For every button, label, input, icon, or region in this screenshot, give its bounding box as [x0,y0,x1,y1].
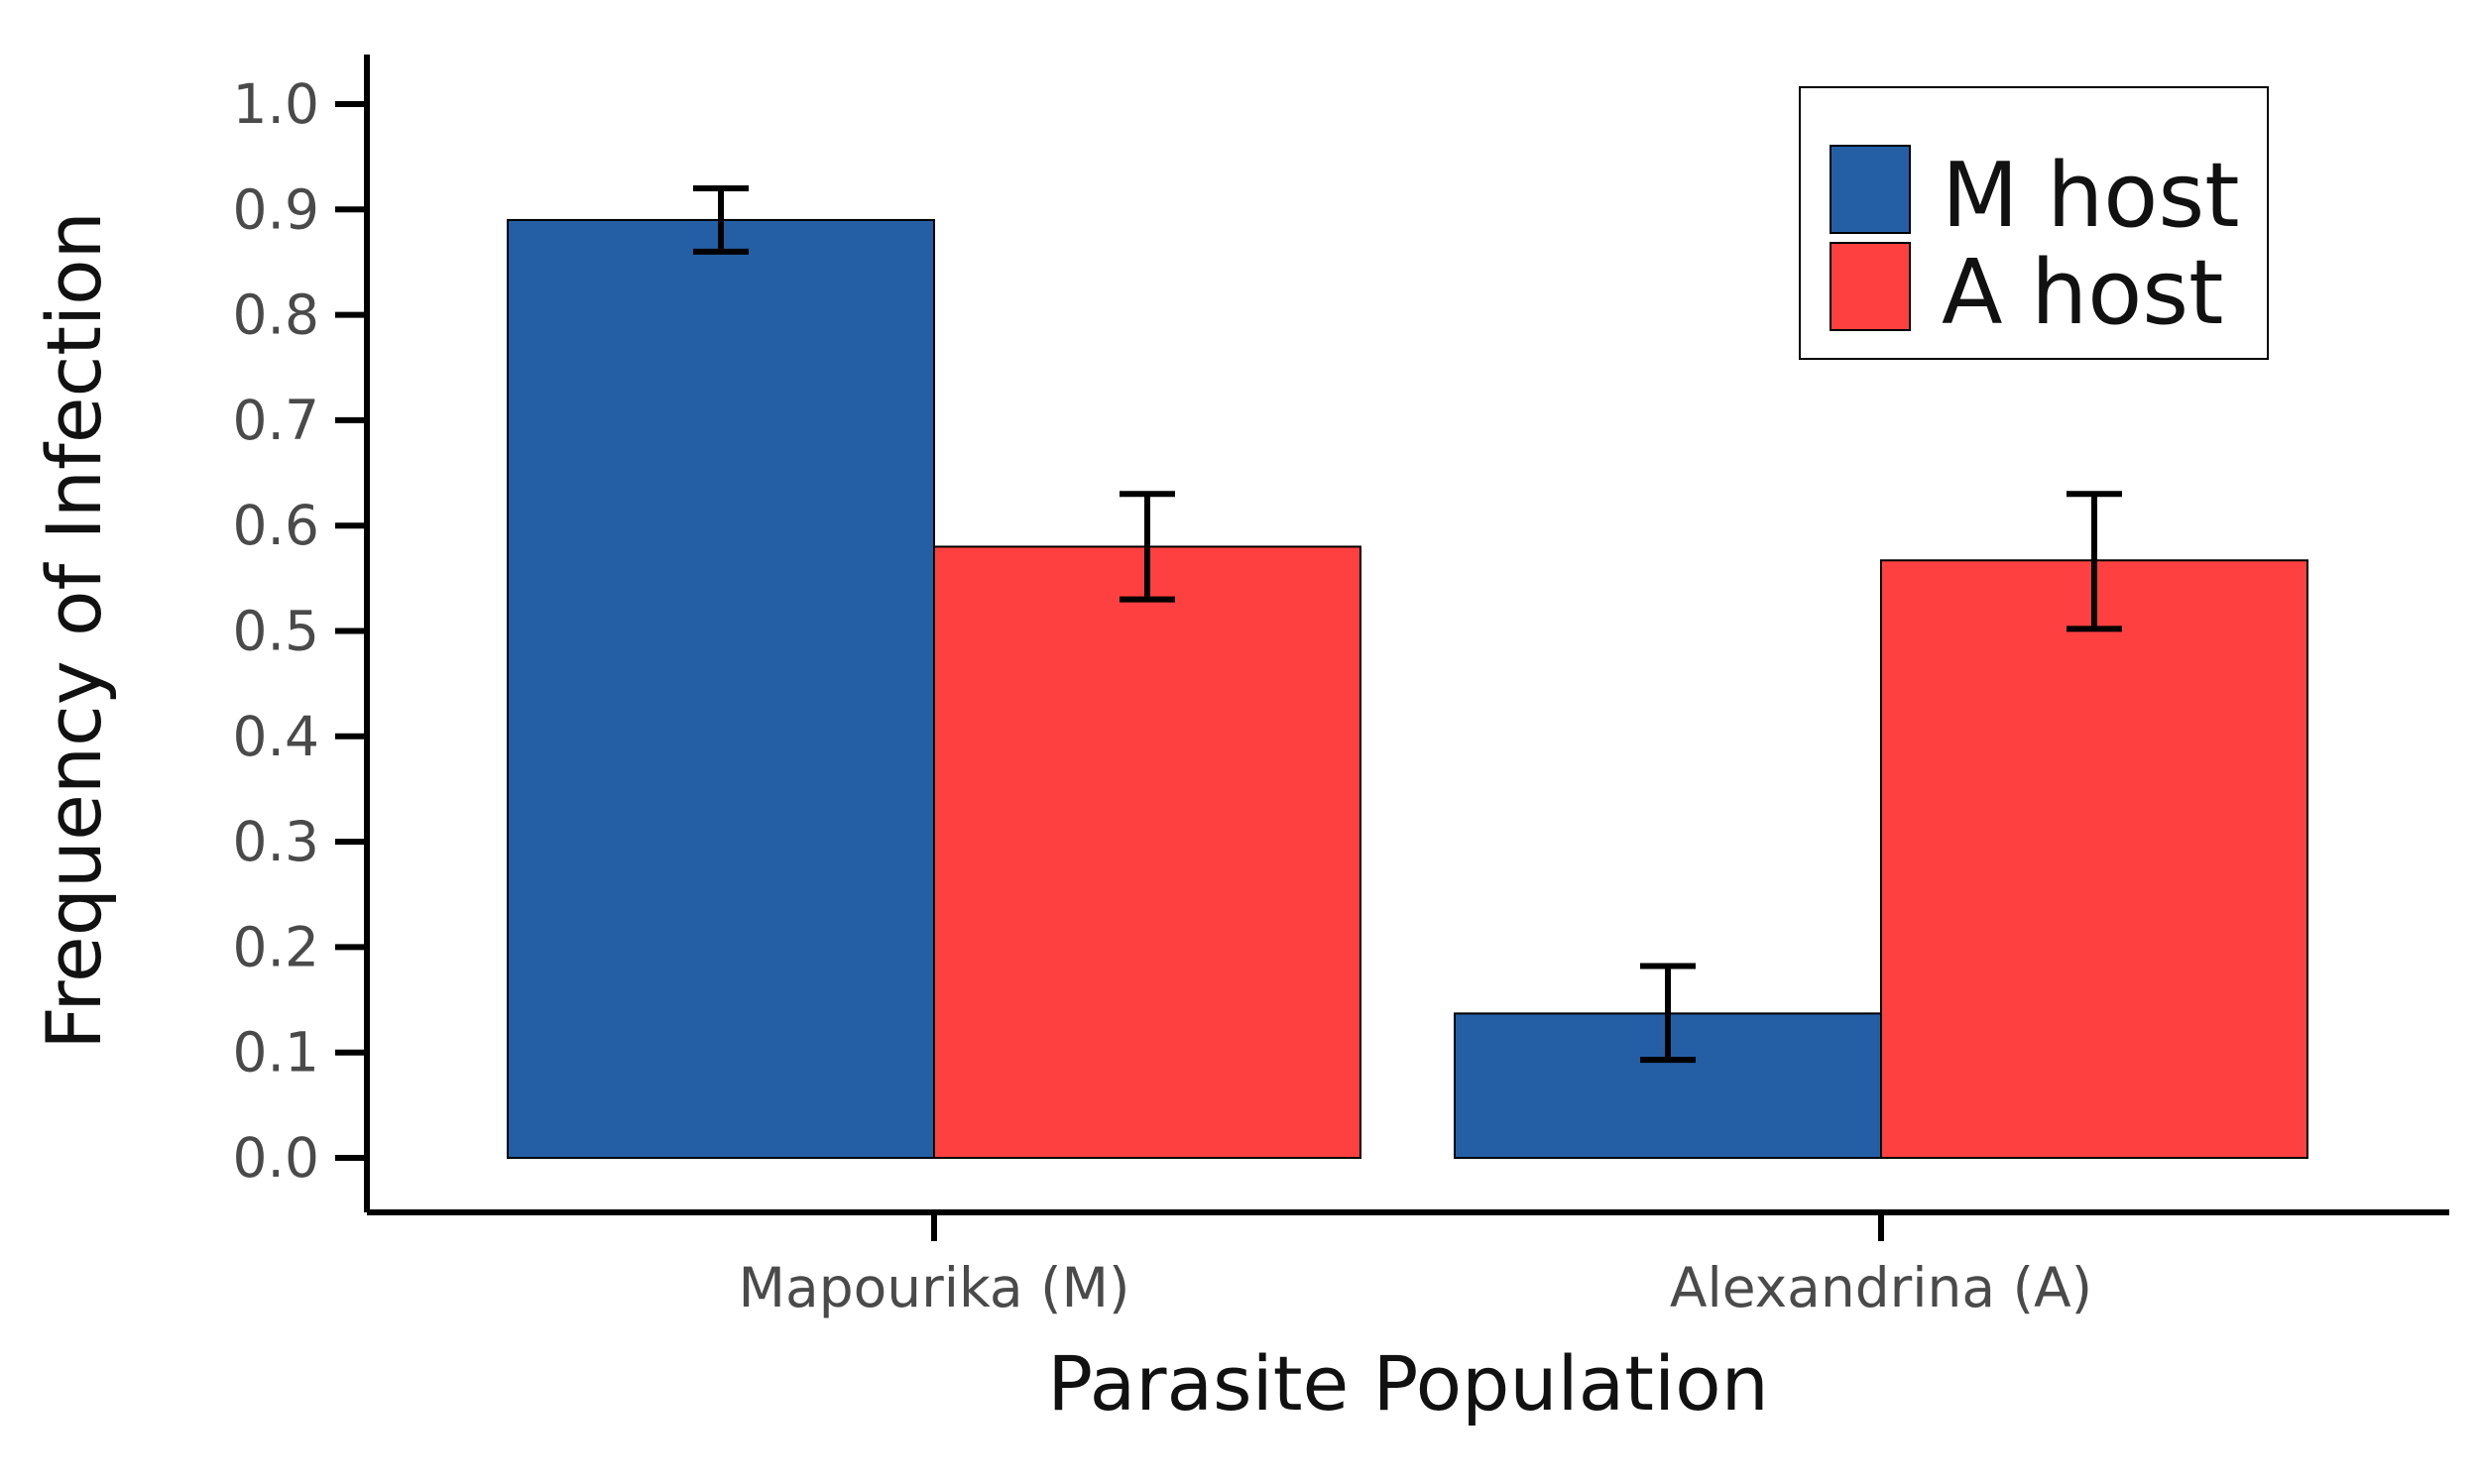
y-ticks-layer: 0.0 0.1 0.2 0.3 0.4 0.5 0.6 0.7 0.8 0.9 1.0 [233,72,367,1190]
y-tick-label-9: 0.9 [233,177,319,241]
y-tick-label-3: 0.3 [233,810,319,873]
y-axis-title: Frequency of Infection [30,211,118,1050]
y-tick-label-7: 0.7 [233,389,319,452]
bar-a-host-1 [1880,559,2308,1159]
y-tick-label-8: 0.8 [233,284,319,347]
y-tick-label-6: 0.6 [233,494,319,557]
y-tick-label-1: 0.1 [233,1021,319,1084]
x-axis-title: Parasite Population [1047,1339,1769,1427]
bars-layer [507,218,2308,1160]
bar-a-host-0 [933,545,1361,1159]
x-tick-label-0: Mapourika (M) [739,1256,1130,1319]
y-tick-label-4: 0.4 [233,705,319,768]
legend-label-a-host: A host [1942,241,2223,345]
x-ticks-layer: Mapourika (M) Alexandrina (A) [739,1212,2092,1319]
y-tick-label-2: 0.2 [233,915,319,978]
y-tick-label-5: 0.5 [233,600,319,663]
error-bars-layer [693,185,2122,1064]
y-tick-label-0: 0.0 [233,1126,319,1190]
legend-swatch-m-host [1830,145,1911,234]
y-tick-label-10: 1.0 [233,72,319,136]
legend: M host A host [1799,86,2269,360]
legend-swatch-a-host [1830,242,1911,331]
x-tick-label-1: Alexandrina (A) [1670,1256,2092,1319]
bar-m-host-0 [507,218,935,1159]
legend-label-m-host: M host [1942,144,2240,248]
